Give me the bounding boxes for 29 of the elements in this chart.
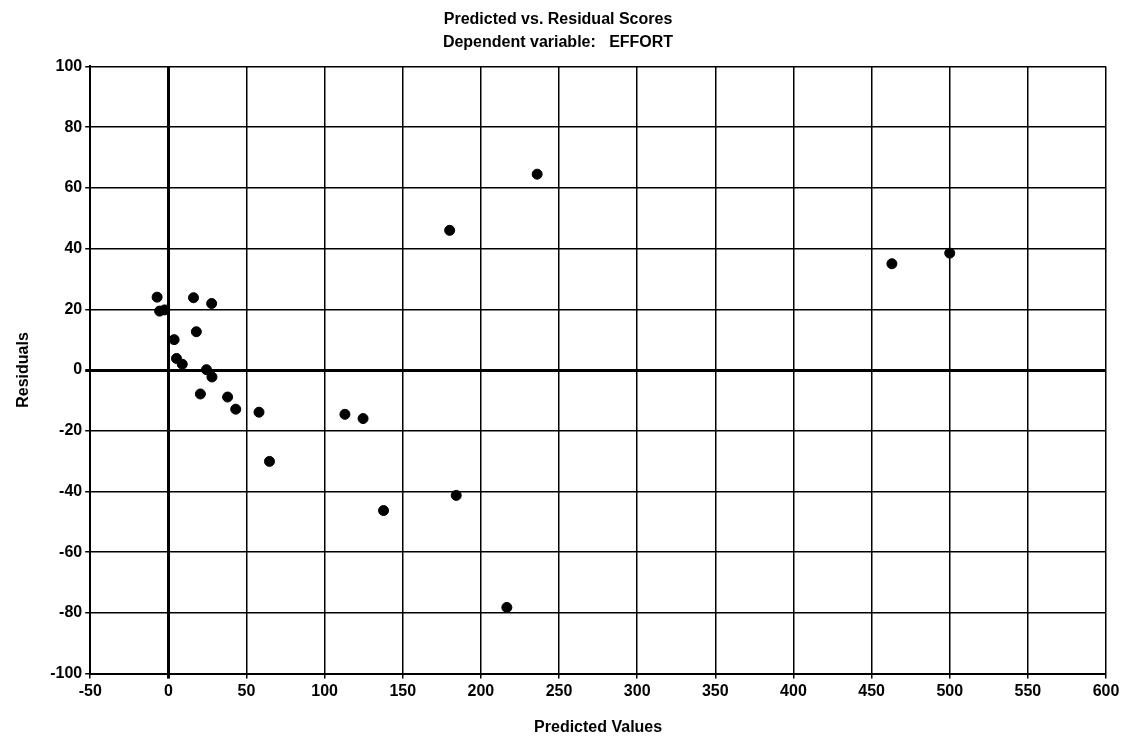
chart-subtitle: Dependent variable: EFFORT bbox=[442, 33, 674, 51]
x-tick-label: 0 bbox=[163, 681, 173, 699]
x-tick-label: 450 bbox=[858, 681, 886, 699]
y-tick-label: 20 bbox=[64, 299, 83, 317]
y-tick-label: 80 bbox=[64, 117, 83, 135]
x-tick-label: 150 bbox=[389, 681, 417, 699]
x-tick-label: 100 bbox=[311, 681, 339, 699]
y-tick-label: -60 bbox=[59, 542, 83, 560]
y-tick-label: -80 bbox=[59, 603, 83, 621]
y-tick-label: 60 bbox=[64, 178, 83, 196]
x-tick-label: 250 bbox=[545, 681, 573, 699]
y-tick-label: -20 bbox=[59, 421, 83, 439]
y-tick-label: 0 bbox=[73, 360, 83, 378]
y-axis-title: Residuals bbox=[14, 332, 32, 408]
chart-title: Predicted vs. Residual Scores bbox=[443, 10, 673, 28]
x-axis-title: Predicted Values bbox=[534, 717, 663, 735]
y-tick-label: -40 bbox=[59, 481, 83, 499]
x-tick-label: -50 bbox=[78, 681, 102, 699]
x-tick-label: 50 bbox=[237, 681, 256, 699]
x-tick-label: 350 bbox=[701, 681, 729, 699]
x-tick-label: 500 bbox=[936, 681, 964, 699]
y-tick-label: 100 bbox=[55, 56, 83, 74]
x-tick-label: 300 bbox=[623, 681, 651, 699]
x-tick-label: 550 bbox=[1014, 681, 1042, 699]
x-tick-label: 400 bbox=[780, 681, 807, 699]
y-tick-label: 40 bbox=[64, 238, 83, 256]
y-tick-label: -100 bbox=[50, 664, 83, 682]
x-tick-label: 200 bbox=[467, 681, 495, 699]
x-tick-label: 600 bbox=[1092, 681, 1120, 699]
